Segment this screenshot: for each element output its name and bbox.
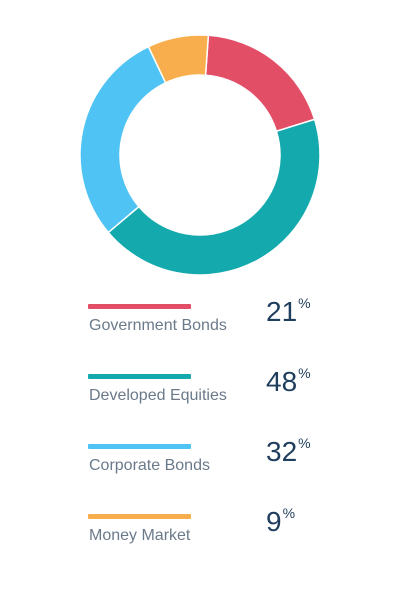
- legend-swatch-developed-equities: [88, 374, 191, 379]
- legend-label-money-market: Money Market: [89, 527, 191, 544]
- legend-value-corporate-bonds: 32%: [266, 435, 311, 467]
- legend-value-money-market: 9%: [266, 505, 296, 537]
- legend-value-developed-equities: 48%: [266, 365, 311, 397]
- legend-item-corporate-bonds: Corporate Bonds 32%: [88, 436, 368, 494]
- legend-item-money-market: Money Market 9%: [88, 506, 368, 564]
- legend-label-developed-equities: Developed Equities: [89, 387, 227, 404]
- donut-chart-svg: [79, 34, 321, 276]
- donut-slice-money-market: [147, 34, 210, 84]
- legend-swatch-government-bonds: [88, 304, 191, 309]
- legend-value-government-bonds: 21%: [266, 295, 311, 327]
- donut-slice-developed-equities: [107, 118, 321, 276]
- donut-slice-government-bonds: [204, 34, 316, 133]
- donut-slice-corporate-bonds: [79, 45, 167, 234]
- legend-label-corporate-bonds: Corporate Bonds: [89, 457, 210, 474]
- legend-swatch-corporate-bonds: [88, 444, 191, 449]
- legend-label-government-bonds: Government Bonds: [89, 317, 227, 334]
- legend-item-developed-equities: Developed Equities 48%: [88, 366, 368, 424]
- donut-chart: [0, 0, 400, 290]
- legend-item-government-bonds: Government Bonds 21%: [88, 296, 368, 354]
- legend-swatch-money-market: [88, 514, 191, 519]
